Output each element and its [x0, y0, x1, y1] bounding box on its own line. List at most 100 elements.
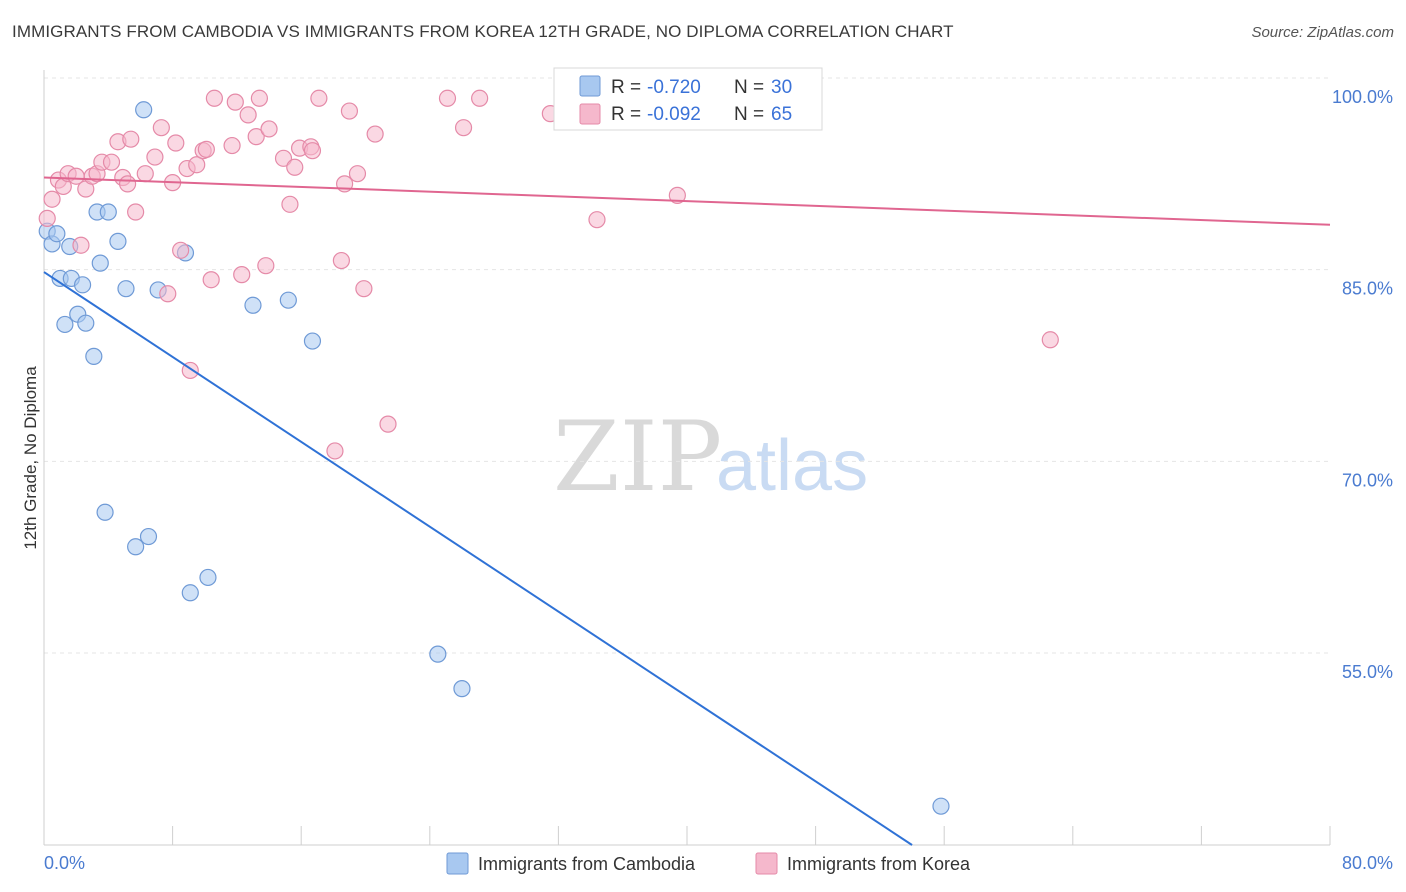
cambodia-point — [73, 276, 92, 294]
korea-point — [43, 190, 61, 208]
y-tick-labels: 100.0% 85.0% 70.0% 55.0% — [1332, 87, 1393, 682]
korea-point — [286, 158, 304, 176]
y-tick-label: 85.0% — [1342, 279, 1393, 299]
y-tick-label: 55.0% — [1342, 662, 1393, 682]
legend-swatch-korea — [579, 103, 601, 125]
legend-r-value-korea: -0.092 — [647, 104, 701, 125]
cambodia-point — [91, 254, 109, 272]
cambodia-point — [96, 503, 114, 521]
korea-point — [379, 415, 397, 433]
korea-point — [239, 106, 257, 124]
legend-n-value-cambodia: 30 — [771, 77, 792, 98]
watermark-atlas: atlas — [716, 426, 868, 506]
korea-point — [332, 251, 350, 270]
bottom-legend-label-cambodia: Immigrants from Cambodia — [478, 854, 696, 874]
korea-point — [226, 93, 244, 111]
korea-point — [471, 89, 489, 107]
cambodia-point — [135, 101, 153, 119]
y-axis-title: 12th Grade, No Diploma — [21, 366, 40, 550]
korea-point — [1041, 331, 1059, 349]
cambodia-point — [127, 538, 145, 556]
korea-point — [438, 89, 457, 107]
x-ticks — [43, 826, 1331, 845]
cambodia-point — [77, 314, 95, 332]
korea-point — [326, 442, 344, 460]
series-korea-points — [38, 89, 1059, 460]
cambodia-point — [303, 332, 322, 350]
cambodia-point — [279, 291, 297, 309]
korea-point — [588, 211, 606, 229]
source-credit: Source: ZipAtlas.com — [1251, 24, 1394, 41]
gridlines — [44, 77, 1330, 654]
korea-point — [197, 140, 215, 158]
watermark-zip: ZIP — [553, 401, 722, 513]
legend-n-value-korea: 65 — [771, 104, 792, 125]
y-tick-label: 70.0% — [1342, 470, 1393, 490]
korea-point — [454, 119, 473, 137]
legend-r-label-korea: R = — [611, 104, 641, 125]
korea-point — [281, 195, 299, 213]
cambodia-point — [932, 797, 950, 815]
korea-point — [348, 165, 367, 183]
korea-point — [172, 241, 190, 259]
korea-point — [250, 89, 269, 107]
korea-point — [257, 257, 275, 275]
x-tick-label-min: 0.0% — [44, 853, 85, 873]
x-tick-label-max: 80.0% — [1342, 853, 1393, 873]
korea-point — [340, 102, 359, 120]
cambodia-point — [181, 584, 199, 602]
korea-point — [167, 134, 185, 152]
korea-point — [102, 153, 121, 171]
korea-point — [233, 266, 251, 284]
cambodia-point — [56, 315, 74, 334]
korea-point — [355, 280, 373, 298]
korea-point — [303, 142, 322, 160]
korea-point — [159, 285, 177, 303]
cambodia-point — [139, 527, 158, 546]
korea-point — [260, 120, 278, 138]
cambodia-point — [109, 232, 127, 250]
cambodia-point — [199, 568, 217, 587]
y-tick-label: 100.0% — [1332, 87, 1393, 107]
cambodia-point — [244, 296, 262, 314]
cambodia-point — [429, 645, 447, 663]
cambodia-point — [48, 225, 66, 243]
series-cambodia-points — [38, 101, 950, 815]
bottom-legend-swatch-cambodia — [446, 852, 469, 875]
cambodia-point — [85, 347, 103, 365]
korea-point — [38, 209, 56, 227]
korea-point — [72, 236, 90, 254]
bottom-legend-label-korea: Immigrants from Korea — [787, 854, 971, 874]
trend-lines — [43, 176, 1331, 846]
legend-r-label-cambodia: R = — [611, 77, 641, 98]
korea-point — [188, 156, 206, 174]
legend-n-label-cambodia: N = — [734, 77, 764, 98]
legend-n-label-korea: N = — [734, 104, 764, 125]
cambodia-point — [453, 680, 471, 698]
korea-point — [152, 119, 170, 137]
korea-point — [223, 136, 241, 155]
korea-point — [146, 148, 164, 166]
korea-point — [122, 130, 140, 148]
korea-point — [127, 203, 145, 221]
cambodia-trend-line — [43, 271, 913, 846]
korea-point — [136, 165, 154, 183]
cambodia-point — [117, 280, 135, 298]
cambodia-point — [99, 203, 117, 221]
series-legend: Immigrants from Cambodia Immigrants from… — [446, 852, 971, 875]
bottom-legend-swatch-korea — [755, 852, 778, 875]
korea-trend-line — [43, 176, 1331, 226]
watermark: ZIP atlas — [553, 401, 868, 513]
legend-r-value-cambodia: -0.720 — [647, 77, 701, 98]
stats-legend: R = -0.720 N = 30 R = -0.092 N = 65 — [553, 67, 823, 131]
korea-point — [247, 128, 265, 146]
korea-point — [205, 89, 223, 107]
korea-point — [118, 175, 137, 193]
legend-swatch-cambodia — [579, 75, 601, 97]
chart-title: IMMIGRANTS FROM CAMBODIA VS IMMIGRANTS F… — [12, 22, 954, 41]
korea-point — [202, 271, 220, 289]
korea-point — [310, 89, 328, 107]
korea-point — [668, 186, 686, 204]
korea-point — [274, 149, 293, 167]
